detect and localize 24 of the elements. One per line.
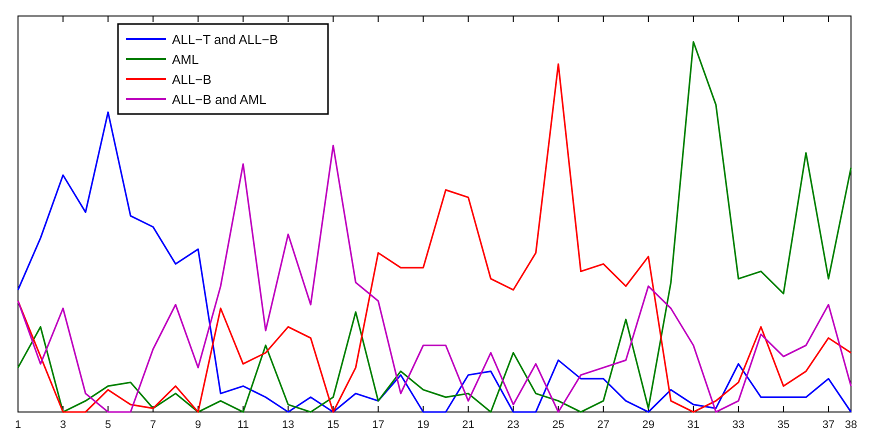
x-tick-label: 3 [60, 419, 66, 431]
x-tick-label: 21 [462, 419, 474, 431]
x-tick-label: 1 [14, 419, 22, 431]
x-tick-label: 37 [822, 419, 835, 431]
x-tick-label: 31 [687, 419, 700, 431]
legend-label: AML [172, 52, 199, 67]
x-tick-label: 9 [195, 419, 202, 431]
x-tick-label: 23 [507, 419, 520, 431]
x-tick-label: 25 [552, 419, 564, 431]
x-tick-label: 11 [237, 419, 249, 431]
x-tick-label: 17 [372, 419, 384, 431]
legend-label: ALL−B [172, 72, 212, 87]
x-tick-label: 29 [642, 419, 655, 431]
legend-label: ALL−B and AML [172, 92, 266, 107]
x-tick-label: 33 [732, 419, 745, 431]
x-tick-label: 27 [597, 419, 610, 431]
legend-label: ALL−T and ALL−B [172, 32, 278, 47]
x-tick-label: 38 [844, 419, 858, 431]
x-tick-label: 7 [150, 419, 156, 431]
x-tick-label: 13 [282, 419, 294, 431]
x-tick-label: 5 [104, 419, 112, 431]
x-tick-label: 19 [417, 419, 430, 431]
x-tick-label: 15 [327, 419, 340, 431]
x-tick-label: 35 [777, 419, 790, 431]
